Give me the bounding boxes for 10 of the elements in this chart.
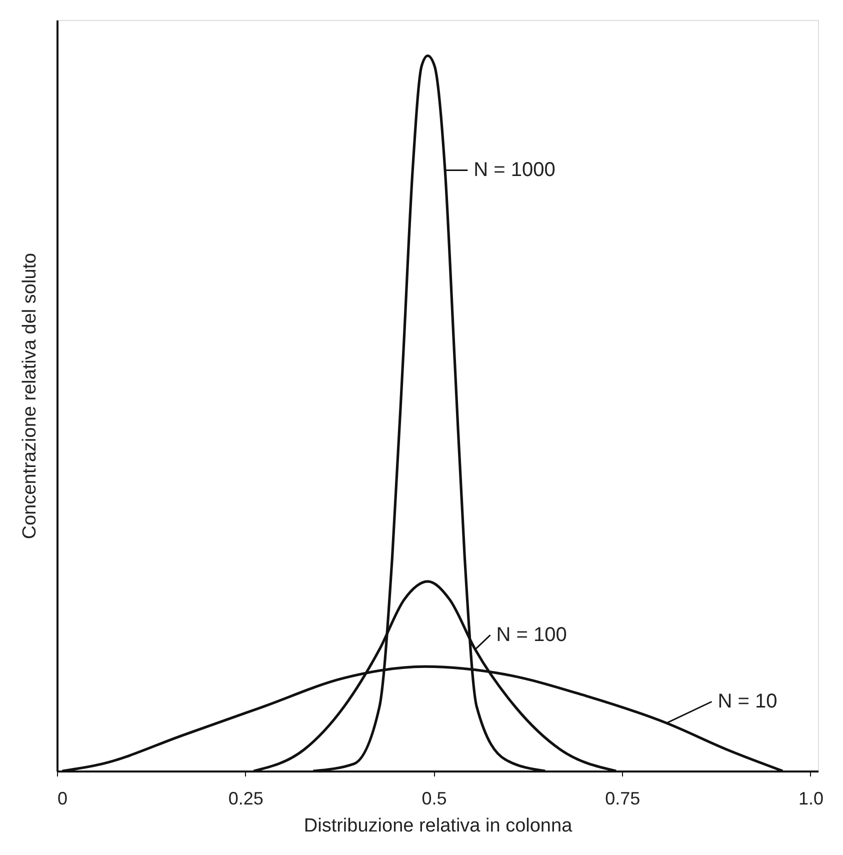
x-tick-label: 1.0 [798,788,824,808]
x-tick-label: 0.5 [422,788,447,808]
legend-label: N = 10 [718,690,778,713]
legend-label: N = 1000 [474,159,556,182]
x-tick-label: 0.25 [228,788,264,808]
x-tick-label: 0.75 [605,788,640,808]
y-axis-title: Concentrazione relativa del soluto [20,252,40,540]
legend-label: N = 100 [496,624,567,646]
x-tick-label: 0 [58,788,68,808]
x-axis-title: Distribuzione relativa in colonna [304,816,573,836]
